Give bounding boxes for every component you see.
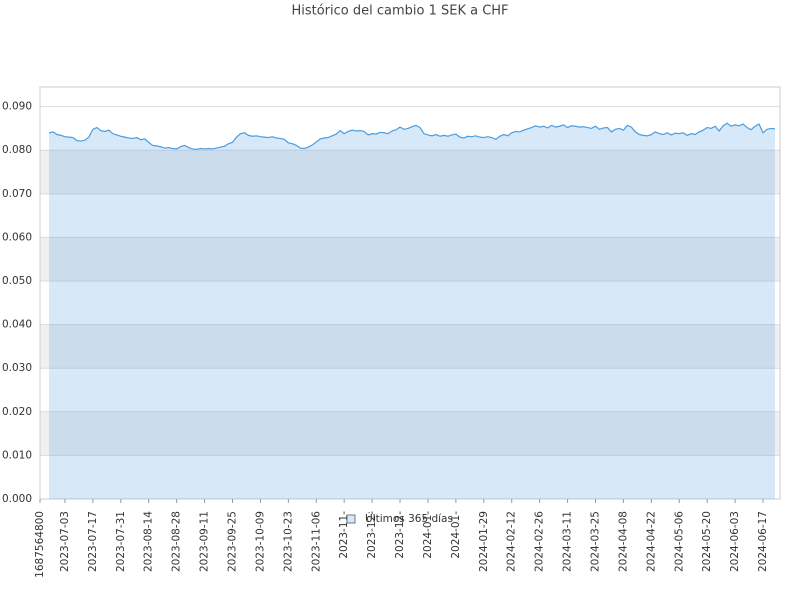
y-tick-label: 0.030 <box>2 362 32 374</box>
x-tick-label: 2024-03-11 <box>562 511 574 572</box>
x-tick-label: 2023-10-09 <box>254 511 266 572</box>
legend-label: Últimos 365 días <box>365 512 453 525</box>
line <box>48 122 776 150</box>
x-tick-label: 2024-04-08 <box>617 511 629 572</box>
x-tick-label: 2024-01-29 <box>478 511 490 572</box>
x-tick-label: 2023-09-11 <box>199 511 211 572</box>
x-tick-label: 2024-01- <box>450 511 462 559</box>
y-tick-label: 0.000 <box>2 493 32 505</box>
y-tick-label: 0.050 <box>2 275 32 287</box>
y-tick-label: 0.070 <box>2 188 32 200</box>
x-tick-label: 2023-07-03 <box>59 511 71 572</box>
x-tick-label: 1687564800 <box>34 511 46 578</box>
x-tick-label: 2023-07-31 <box>115 511 127 572</box>
grid-band <box>40 411 780 456</box>
x-tick-label: 2024-02-26 <box>534 511 546 572</box>
x-tick-label: 2024-02-12 <box>506 511 518 572</box>
grid-band <box>40 324 780 369</box>
x-tick-label: 2023-08-14 <box>143 511 155 572</box>
y-tick-label: 0.020 <box>2 406 32 418</box>
x-tick-label: 2023-12- <box>366 511 378 559</box>
plot-frame <box>39 86 781 500</box>
x-tick-label: 2023-08-28 <box>171 511 183 572</box>
x-tick-label: 2023-07-17 <box>87 511 99 572</box>
y-tick-label: 0.060 <box>2 231 32 243</box>
x-tick-label: 2024-05-06 <box>673 511 685 572</box>
x-tick-label: 2024-03-25 <box>589 511 601 572</box>
x-tick-label: 2024-06-03 <box>729 511 741 572</box>
y-tick-label: 0.040 <box>2 319 32 331</box>
grid-band <box>40 150 780 194</box>
legend-swatch <box>346 514 356 524</box>
x-tick-label: 2024-06-17 <box>757 511 769 572</box>
grid-band <box>40 237 780 282</box>
x-tick-label: 2024-04-22 <box>645 511 657 572</box>
y-tick-label: 0.080 <box>2 144 32 156</box>
x-tick-label: 2023-12- <box>394 511 406 559</box>
area <box>49 123 775 499</box>
x-tick-label: 2023-09-25 <box>226 511 238 572</box>
x-tick-label: 2024-05-20 <box>701 511 713 572</box>
x-tick-label: 2023-10-23 <box>282 511 294 572</box>
y-tick-label: 0.090 <box>2 101 32 113</box>
y-tick-label: 0.010 <box>2 449 32 461</box>
chart-title: Histórico del cambio 1 SEK a CHF <box>291 4 508 19</box>
x-tick-label: 2023-11-06 <box>310 511 322 572</box>
x-tick-label: 2024-01- <box>422 511 434 559</box>
